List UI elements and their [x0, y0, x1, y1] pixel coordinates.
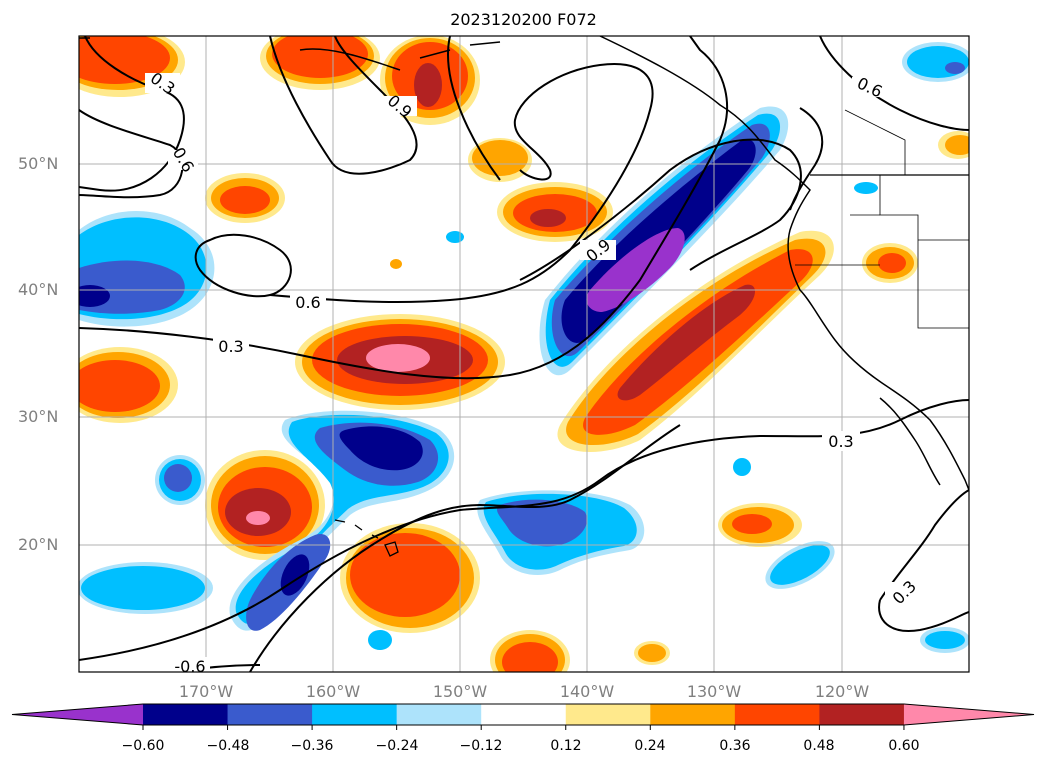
colorbar-tick-label: 0.60	[888, 738, 920, 754]
colorbar-tick-label: −0.24	[375, 738, 419, 754]
negative-anomaly-south-central	[477, 490, 645, 575]
colorbar-segment	[143, 704, 229, 725]
contour-label: 0.6	[295, 293, 320, 312]
lat-label: 50°N	[18, 154, 59, 173]
contour-label: -0.6	[174, 657, 205, 676]
map-field: 0.3 0.9 0.6 0.9 0.6 0.3 0.6 0.3 0.3 -0.6	[79, 36, 969, 676]
lat-label: 30°N	[18, 407, 59, 426]
colorbar-tick-label: −0.12	[459, 738, 503, 754]
positive-anomaly-main	[295, 314, 505, 410]
state-borders	[795, 109, 969, 329]
colorbar-segment	[819, 704, 905, 725]
negative-anomaly-center	[229, 410, 455, 631]
colorbar-segment	[565, 704, 651, 725]
contour-label: 0.3	[218, 337, 243, 356]
lon-label: 130°W	[686, 682, 742, 701]
lon-label: 150°W	[432, 682, 488, 701]
colorbar-extend-high	[903, 704, 1034, 725]
contour-label-group: 0.3 0.9 0.6 0.9 0.6 0.3 0.6 0.3 0.3 -0.6	[145, 68, 921, 676]
contour-lines	[79, 36, 969, 672]
positive-anomaly-se-hawaii	[205, 450, 325, 560]
lat-label: 20°N	[18, 535, 59, 554]
colorbar-tick-label: −0.36	[290, 738, 334, 754]
colorbar-segment	[734, 704, 820, 725]
colorbar-tick-label: −0.48	[206, 738, 250, 754]
map-title: 2023120200 F072	[450, 10, 597, 29]
positive-anomaly-midwest	[205, 173, 285, 223]
map-gridlines	[79, 36, 969, 672]
colorbar-tick-label: 0.48	[803, 738, 835, 754]
lon-label: 120°W	[814, 682, 870, 701]
colorbar-segment	[227, 704, 313, 725]
colorbar-segment	[312, 704, 398, 725]
positive-anomaly-baja	[718, 503, 802, 547]
coastlines	[79, 36, 969, 491]
colorbar-segment	[481, 704, 567, 725]
contour-label: 0.3	[828, 432, 853, 451]
colorbar-tick-label: −0.60	[121, 738, 165, 754]
lon-label: 170°W	[178, 682, 234, 701]
negative-anomaly-west	[79, 210, 215, 327]
lon-label: 140°W	[559, 682, 615, 701]
colorbar-tick-label: 0.36	[719, 738, 751, 754]
positive-anomaly-center-north	[497, 182, 613, 242]
lon-label: 160°W	[305, 682, 361, 701]
negative-anomaly-east	[733, 42, 969, 653]
colorbar-extend-low	[12, 704, 143, 725]
positive-anomaly-south	[490, 630, 670, 672]
positive-anomaly-nevada	[390, 131, 969, 283]
colorbar-segment	[396, 704, 482, 725]
colorbar-tick-label: 0.12	[550, 738, 582, 754]
lat-label: 40°N	[18, 280, 59, 299]
colorbar-tick-label: 0.24	[634, 738, 666, 754]
positive-anomaly-gulf	[468, 138, 532, 182]
positive-anomaly-hawaii	[340, 523, 480, 633]
colorbar-segment	[650, 704, 736, 725]
positive-anomaly-west-low	[79, 347, 178, 423]
colorbar	[11, 703, 1035, 730]
map-frame	[78, 35, 970, 673]
negative-anomaly-small	[79, 231, 464, 650]
